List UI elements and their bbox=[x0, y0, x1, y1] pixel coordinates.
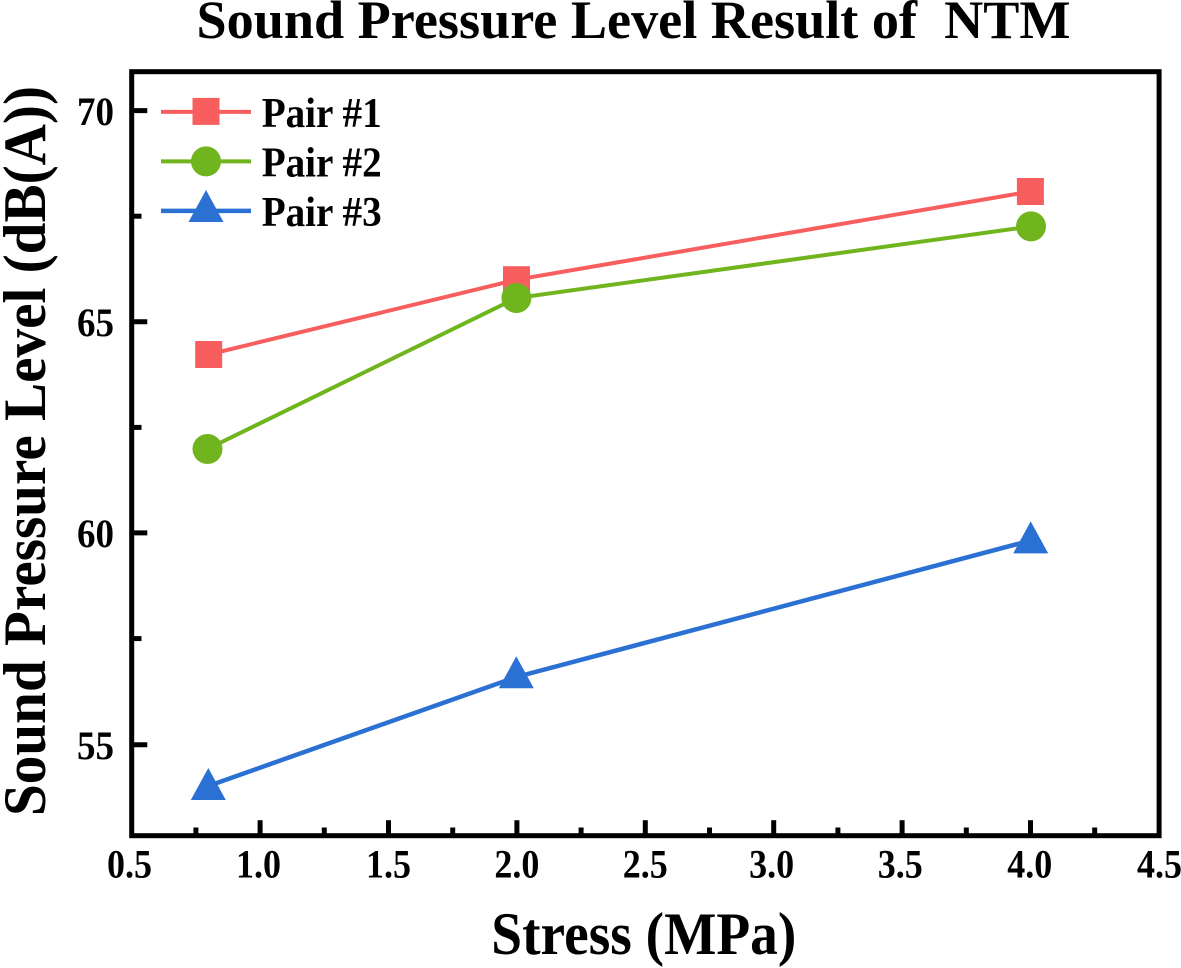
svg-text:4.5: 4.5 bbox=[1137, 841, 1181, 886]
svg-text:65: 65 bbox=[77, 300, 114, 345]
svg-text:Pair #2: Pair #2 bbox=[262, 140, 382, 186]
svg-text:Sound Pressure Level Result of: Sound Pressure Level Result of NTM bbox=[197, 0, 1071, 50]
svg-text:2.5: 2.5 bbox=[623, 841, 668, 886]
svg-text:Pair #3: Pair #3 bbox=[262, 190, 382, 236]
svg-text:2.0: 2.0 bbox=[494, 841, 539, 886]
svg-text:Sound Pressure Level (dB(A)): Sound Pressure Level (dB(A)) bbox=[0, 86, 58, 816]
svg-text:Stress (MPa): Stress (MPa) bbox=[491, 901, 796, 967]
svg-text:60: 60 bbox=[77, 511, 114, 556]
svg-text:0.5: 0.5 bbox=[107, 841, 152, 886]
svg-text:3.0: 3.0 bbox=[749, 841, 794, 886]
svg-text:1.0: 1.0 bbox=[236, 841, 281, 886]
svg-text:4.0: 4.0 bbox=[1007, 841, 1052, 886]
svg-text:70: 70 bbox=[77, 89, 114, 134]
svg-text:55: 55 bbox=[77, 723, 114, 768]
svg-text:3.5: 3.5 bbox=[878, 841, 923, 886]
svg-text:1.5: 1.5 bbox=[366, 841, 411, 886]
svg-text:Pair #1: Pair #1 bbox=[262, 91, 382, 137]
